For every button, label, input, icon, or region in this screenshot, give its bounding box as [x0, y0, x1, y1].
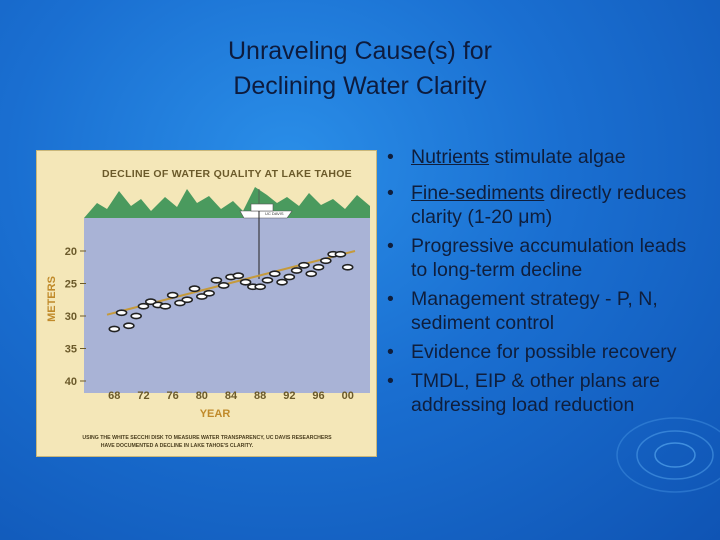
bullet-text: stimulate algae	[489, 146, 626, 168]
data-point	[341, 263, 354, 271]
data-point	[312, 263, 325, 271]
x-tick-label: 80	[196, 390, 208, 402]
data-point	[181, 296, 194, 304]
data-point	[334, 250, 347, 258]
data-point	[115, 309, 128, 317]
bullet-item: Nutrients stimulate algae	[385, 145, 695, 169]
bullet-item: Progressive accumulation leads to long-t…	[385, 234, 695, 282]
y-tick-label: 30	[65, 311, 77, 323]
data-point	[159, 302, 172, 310]
x-tick-label: 88	[254, 390, 266, 402]
bullet-underlined-term: Nutrients	[411, 146, 490, 168]
y-tick-label: 40	[65, 376, 77, 388]
data-point	[298, 261, 310, 269]
bullet-underlined-term: Fine-sediments	[411, 182, 545, 204]
water-clarity-chart: UC DAVIS DECLINE OF WATER QUALITY AT LAK…	[37, 151, 376, 456]
data-point	[232, 272, 245, 280]
boat-label: UC DAVIS	[265, 211, 284, 216]
bullet-text: TMDL, EIP & other plans are addressing l…	[411, 370, 660, 416]
data-point	[261, 276, 274, 284]
data-point	[276, 278, 288, 286]
data-point	[210, 276, 223, 284]
bullet-text: Progressive accumulation leads to long-t…	[411, 235, 687, 281]
bullet-item: TMDL, EIP & other plans are addressing l…	[385, 369, 695, 417]
bullet-text: Evidence for possible recovery	[411, 341, 677, 363]
x-tick-label: 92	[283, 390, 295, 402]
research-boat-icon	[239, 189, 293, 219]
lake-tahoe-chart-figure: UC DAVIS DECLINE OF WATER QUALITY AT LAK…	[36, 150, 377, 457]
data-point	[166, 291, 179, 299]
slide-title-line-2: Declining Water Clarity	[233, 72, 487, 100]
chart-title: DECLINE OF WATER QUALITY AT LAKE TAHOE	[102, 168, 352, 180]
data-point	[188, 285, 201, 293]
data-point	[290, 267, 303, 274]
x-tick-label: 00	[342, 390, 354, 402]
data-point	[137, 302, 150, 310]
y-axis-label: METERS	[46, 276, 58, 322]
bullet-item: Fine-sediments directly reduces clarity …	[385, 181, 695, 229]
bullet-item: Management strategy - P, N, sediment con…	[385, 287, 695, 335]
x-tick-label: 76	[167, 390, 179, 402]
x-tick-label: 96	[312, 390, 324, 402]
slide-title-line-1: Unraveling Cause(s) for	[228, 37, 492, 65]
bullet-text: directly reduces clarity (1-20 μm)	[411, 182, 687, 228]
caption-line-2: HAVE DOCUMENTED A DECLINE IN LAKE TAHOE'…	[101, 443, 254, 449]
data-point	[130, 312, 142, 320]
bullet-text: Management strategy - P, N, sediment con…	[411, 288, 658, 334]
mountain-range	[84, 187, 370, 218]
x-tick-label: 68	[108, 390, 120, 402]
data-point	[123, 322, 135, 330]
x-tick-label: 84	[225, 390, 238, 402]
y-tick-label: 35	[65, 344, 77, 356]
data-point	[254, 283, 266, 291]
lake-water-area	[84, 218, 370, 393]
data-point	[217, 282, 230, 289]
x-tick-label: 72	[137, 390, 149, 402]
bullet-list: Nutrients stimulate algae Fine-sediments…	[385, 145, 695, 422]
data-point	[203, 289, 215, 297]
y-tick-label: 20	[65, 246, 77, 258]
y-tick-label: 25	[65, 279, 77, 291]
data-point	[268, 270, 281, 278]
slide-title: Unraveling Cause(s) for Declining Water …	[120, 34, 600, 104]
data-point	[320, 257, 332, 265]
bullet-item: Evidence for possible recovery	[385, 340, 695, 364]
x-axis-label: YEAR	[200, 408, 231, 420]
caption-line-1: USING THE WHITE SECCHI DISK TO MEASURE W…	[82, 435, 332, 441]
data-point	[305, 270, 318, 278]
data-point	[239, 278, 252, 286]
data-point	[108, 325, 121, 333]
data-point	[283, 273, 296, 281]
